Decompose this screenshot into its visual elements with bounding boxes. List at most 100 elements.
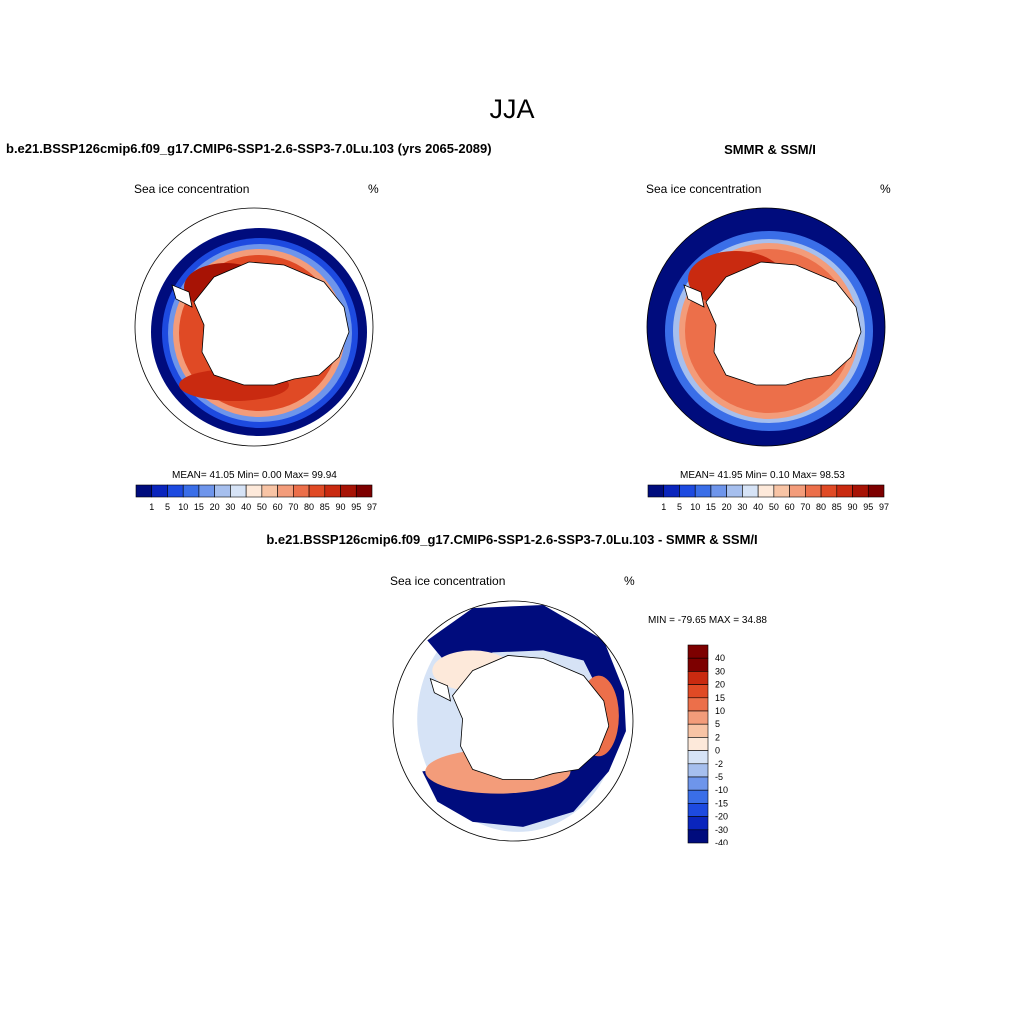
colorbar-obs-box	[663, 484, 680, 498]
colorbar-model-label: 20	[210, 502, 220, 512]
colorbar-model-label: 97	[367, 502, 377, 512]
colorbar-obs-boxes	[647, 484, 885, 498]
colorbar-difference-box	[687, 750, 709, 765]
colorbar-obs-box	[694, 484, 712, 498]
colorbar-obs-label: 10	[690, 502, 700, 512]
colorbar-difference-label: 0	[715, 746, 720, 756]
colorbar-obs-box	[836, 484, 853, 498]
main-title: JJA	[489, 94, 535, 124]
colorbar-model-box	[182, 484, 200, 498]
colorbar-difference-box	[687, 789, 709, 804]
colorbar-difference-label: 10	[715, 706, 725, 716]
colorbar-obs-box	[773, 484, 790, 498]
colorbar-difference-box	[687, 776, 709, 791]
colorbar-difference-label: 20	[715, 680, 725, 690]
colorbar-difference-box	[687, 737, 709, 751]
colorbar-model-boxes	[135, 484, 373, 498]
colorbar-difference-box	[687, 829, 709, 844]
map-boundary	[646, 207, 886, 447]
colorbar-model-label: 10	[178, 502, 188, 512]
colorbar-obs-label: 80	[816, 502, 826, 512]
panel1-units-label: %	[368, 182, 379, 196]
panel2-units-label: %	[880, 182, 891, 196]
colorbar-obs-box	[726, 484, 743, 498]
colorbar-difference-label: 30	[715, 666, 725, 676]
colorbar-model-box	[167, 484, 184, 498]
colorbar-model-label: 5	[165, 502, 170, 512]
colorbar-obs-label: 97	[879, 502, 889, 512]
colorbar-difference-label: 5	[715, 719, 720, 729]
colorbar-difference-box	[687, 803, 709, 817]
colorbar-obs-label: 70	[800, 502, 810, 512]
colorbar-model-label: 60	[273, 502, 283, 512]
panel3-units-label: %	[624, 574, 635, 588]
colorbar-obs-box	[789, 484, 806, 498]
colorbar-obs-box	[647, 484, 665, 498]
colorbar-model-box	[293, 484, 310, 498]
colorbar-obs-label: 1	[661, 502, 666, 512]
colorbar-obs-box	[820, 484, 838, 498]
panel1-variable-label: Sea ice concentration	[134, 182, 250, 196]
colorbar-difference-label: -5	[715, 772, 723, 782]
colorbar-difference-label: -2	[715, 759, 723, 769]
colorbar-difference-label: -40	[715, 838, 728, 845]
colorbar-model-box	[355, 484, 373, 498]
colorbar-obs-label: 95	[863, 502, 873, 512]
colorbar-difference-boxes	[687, 644, 709, 844]
colorbar-model-box	[245, 484, 263, 498]
colorbar-obs-label: 30	[737, 502, 747, 512]
colorbar-model-label: 15	[194, 502, 204, 512]
map-obs-sea-ice	[646, 207, 886, 447]
colorbar-obs-label: 20	[722, 502, 732, 512]
colorbar-obs-box	[805, 484, 822, 498]
colorbar-model-label: 70	[288, 502, 298, 512]
colorbar-model-label: 30	[225, 502, 235, 512]
colorbar-model-label: 85	[320, 502, 330, 512]
colorbar-difference-label: -10	[715, 785, 728, 795]
colorbar-difference-label: 15	[715, 693, 725, 703]
map-boundary	[392, 600, 634, 842]
panel3-title: b.e21.BSSP126cmip6.f09_g17.CMIP6-SSP1-2.…	[266, 532, 758, 547]
colorbar-model-box	[214, 484, 231, 498]
colorbar-model-box	[324, 484, 341, 498]
colorbar-model-box	[135, 484, 153, 498]
colorbar-model-box	[340, 484, 357, 498]
antarctic-peninsula	[683, 284, 705, 308]
colorbar-obs-label: 15	[706, 502, 716, 512]
colorbar-obs-box	[742, 484, 759, 498]
colorbar-difference-box	[687, 710, 709, 725]
antarctica-landmass	[452, 655, 610, 780]
antarctic-peninsula	[429, 677, 452, 702]
colorbar-obs-box	[679, 484, 696, 498]
colorbar-obs-box	[710, 484, 727, 498]
colorbar-difference-box	[687, 644, 709, 659]
panel2-stats: MEAN= 41.95 Min= 0.10 Max= 98.53	[680, 470, 845, 481]
colorbar-obs-box	[852, 484, 869, 498]
colorbar-obs: 1 5 10 15 20 30 40 50 60 70 80 85 90 95 97	[647, 484, 889, 512]
colorbar-model-label: 80	[304, 502, 314, 512]
colorbar-model-labels: 1 5 10 15 20 30 40 50 60 70 80 85 90 95 97	[149, 502, 377, 512]
panel1-stats: MEAN= 41.05 Min= 0.00 Max= 99.94	[172, 470, 337, 481]
colorbar-obs-label: 40	[753, 502, 763, 512]
colorbar-model-label: 90	[336, 502, 346, 512]
colorbar-obs-label: 60	[785, 502, 795, 512]
colorbar-obs-label: 90	[848, 502, 858, 512]
antarctic-peninsula	[171, 284, 193, 308]
colorbar-model-label: 95	[351, 502, 361, 512]
panel2-variable-label: Sea ice concentration	[646, 182, 762, 196]
colorbar-obs-box	[867, 484, 885, 498]
map-difference-sea-ice	[392, 600, 634, 842]
antarctica-landmass	[705, 261, 862, 386]
colorbar-difference-box	[687, 657, 709, 672]
colorbar-difference-label: -15	[715, 798, 728, 808]
colorbar-model-box	[198, 484, 215, 498]
antarctica-landmass	[193, 261, 350, 386]
colorbar-model-box	[151, 484, 168, 498]
colorbar-obs-label: 50	[769, 502, 779, 512]
colorbar-obs-label: 85	[832, 502, 842, 512]
colorbar-model-label: 50	[257, 502, 267, 512]
colorbar-difference-box	[687, 723, 709, 738]
colorbar-model-box	[261, 484, 278, 498]
